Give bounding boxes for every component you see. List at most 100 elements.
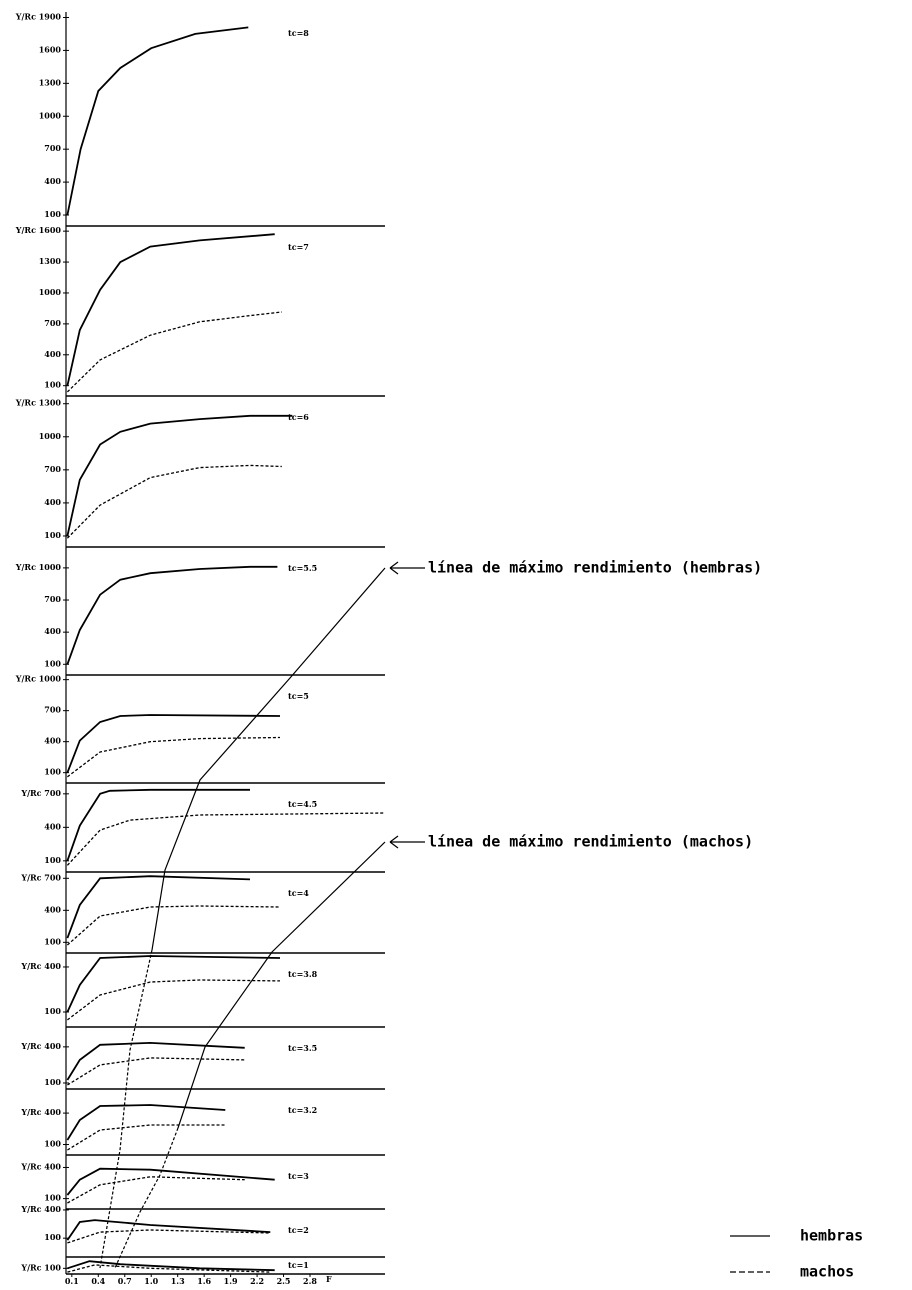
y-tick-label: Y/Rc 1600: [15, 225, 62, 235]
series-line: [66, 955, 281, 1013]
y-tick-label: 100: [44, 767, 61, 777]
series-line: [66, 875, 251, 939]
series-line: [67, 1057, 245, 1086]
y-tick-label: 1000: [39, 110, 62, 120]
y-tick-label: 1000: [39, 287, 62, 297]
series-line: [66, 26, 249, 216]
y-tick-label: 1000: [39, 431, 62, 441]
series-line: [66, 233, 275, 386]
series-line: [67, 736, 281, 778]
panel-label: tc=7: [288, 242, 309, 252]
y-tick-label: 1300: [39, 256, 62, 266]
y-tick-label: 100: [44, 1232, 61, 1242]
y-tick-label: 100: [44, 530, 61, 540]
panel-label: tc=3.8: [288, 969, 318, 979]
series-line: [66, 1104, 226, 1141]
y-tick-label: 100: [44, 1193, 61, 1203]
y-tick-label: Y/Rc 1900: [15, 11, 62, 21]
y-tick-label: 100: [44, 855, 61, 865]
series-line: [66, 311, 282, 393]
y-tick-label: 100: [44, 209, 61, 219]
y-tick-label: Y/Rc 400: [20, 1107, 61, 1117]
x-tick-label: 2.8: [303, 1276, 317, 1286]
y-tick-label: 400: [44, 176, 61, 186]
y-tick-label: 100: [44, 380, 61, 390]
arrow: [389, 835, 425, 849]
series-line: [67, 1229, 271, 1244]
x-tick-label: 0.7: [118, 1276, 132, 1286]
arrow: [389, 561, 425, 575]
max-line-hembras: [151, 567, 386, 951]
y-tick-label: 700: [44, 318, 61, 328]
series-line: [66, 812, 386, 866]
panel-label: tc=5.5: [288, 563, 317, 573]
y-tick-label: Y/Rc 100: [20, 1262, 61, 1272]
y-tick-label: Y/Rc 400: [20, 961, 61, 971]
y-tick-label: 100: [44, 1006, 61, 1016]
y-tick-label: 700: [44, 594, 61, 604]
y-tick-label: Y/Rc 400: [20, 1161, 61, 1171]
max-line-machos-dashed: [114, 1127, 179, 1269]
series-line: [66, 714, 281, 774]
panel-label: tc=4.5: [288, 799, 317, 809]
series-line: [66, 414, 293, 537]
y-tick-label: 400: [44, 626, 61, 636]
panel-label: tc=6: [288, 412, 309, 422]
series-line: [66, 565, 278, 665]
y-tick-label: Y/Rc 1300: [15, 398, 62, 408]
x-tick-label: 0.1: [65, 1276, 79, 1286]
panel-label: tc=5: [288, 691, 309, 701]
y-tick-label: 100: [44, 1139, 61, 1149]
series-line: [67, 1264, 271, 1273]
legend-label: hembras: [800, 1227, 863, 1245]
y-tick-label: 700: [44, 464, 61, 474]
y-tick-label: Y/Rc 400: [20, 1041, 61, 1051]
series-line: [66, 464, 282, 539]
x-tick-label: 1.3: [171, 1276, 185, 1286]
max-line-machos: [177, 841, 386, 1129]
series-line: [66, 1219, 271, 1241]
x-tick-label: 0.4: [91, 1276, 105, 1286]
max-line-hembras-dashed: [99, 949, 153, 1269]
y-tick-label: 400: [44, 497, 61, 507]
x-tick-label: 1.0: [144, 1276, 158, 1286]
panel-label: tc=4: [288, 888, 309, 898]
y-tick-label: Y/Rc 700: [20, 872, 61, 882]
series-line: [67, 1124, 226, 1151]
y-tick-label: 700: [44, 705, 61, 715]
y-tick-label: 400: [44, 736, 61, 746]
y-tick-label: 400: [44, 904, 61, 914]
y-tick-label: 1300: [39, 77, 62, 87]
panel-label: tc=3: [288, 1171, 309, 1181]
annotation: línea de máximo rendimiento (machos): [428, 833, 753, 851]
panel-label: tc=2: [288, 1225, 309, 1235]
x-tick-label: 1.6: [197, 1276, 211, 1286]
y-tick-label: 100: [44, 1077, 61, 1087]
x-tick-label: 2.5: [277, 1276, 291, 1286]
x-axis-label: F: [326, 1274, 332, 1284]
legend-label: machos: [800, 1263, 854, 1281]
y-tick-label: 400: [44, 821, 61, 831]
y-tick-label: Y/Rc 400: [20, 1204, 61, 1214]
x-tick-label: 2.2: [250, 1276, 264, 1286]
series-line: [66, 788, 250, 862]
y-tick-label: 100: [44, 936, 61, 946]
y-tick-label: Y/Rc 700: [20, 788, 61, 798]
series-line: [66, 1167, 275, 1196]
series-line: [67, 1176, 245, 1204]
series-line: [66, 1041, 245, 1081]
annotation: línea de máximo rendimiento (hembras): [428, 559, 762, 577]
x-tick-label: 1.9: [224, 1276, 238, 1286]
series-line: [67, 1260, 275, 1272]
y-tick-label: 100: [44, 658, 61, 668]
series-line: [66, 905, 281, 946]
y-tick-label: Y/Rc 1000: [15, 562, 62, 572]
series-line: [67, 979, 281, 1021]
panel-label: tc=3.2: [288, 1105, 317, 1115]
y-tick-label: 700: [44, 143, 61, 153]
y-tick-label: Y/Rc 1000: [15, 674, 62, 684]
panel-label: tc=3.5: [288, 1043, 317, 1053]
panel-label: tc=1: [288, 1260, 309, 1270]
panel-label: tc=8: [288, 28, 309, 38]
